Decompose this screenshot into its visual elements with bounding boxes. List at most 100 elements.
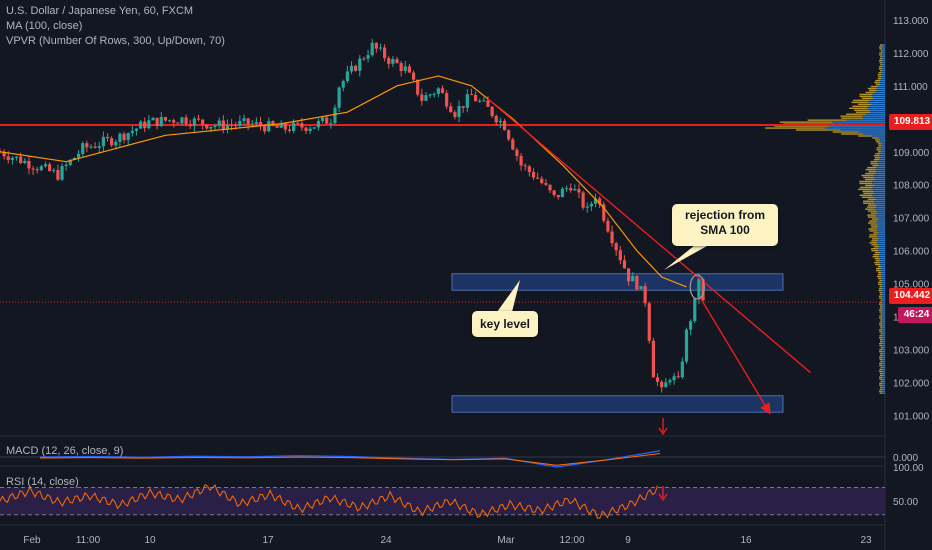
vp-row-down bbox=[878, 145, 882, 147]
candle-body bbox=[221, 120, 225, 130]
vp-row-down bbox=[867, 222, 877, 224]
vp-row-up bbox=[882, 311, 885, 313]
vp-row-down bbox=[880, 44, 883, 46]
vp-row-down bbox=[879, 315, 883, 317]
last-price-tag: 104.442 bbox=[889, 288, 932, 304]
vp-row-up bbox=[880, 269, 885, 272]
vp-row-up bbox=[881, 265, 885, 268]
vp-row-up bbox=[863, 133, 885, 135]
price-tick-label: 101.000 bbox=[893, 412, 930, 423]
rsi-legend[interactable]: RSI (14, close) bbox=[6, 476, 79, 488]
vp-row-down bbox=[861, 174, 874, 177]
vp-row-up bbox=[882, 376, 885, 379]
vp-row-down bbox=[879, 329, 883, 331]
vp-row-down bbox=[879, 356, 883, 359]
price-tick-label: 103.000 bbox=[893, 346, 930, 357]
vp-row-up bbox=[882, 372, 885, 375]
vp-row-up bbox=[881, 273, 885, 276]
vp-row-up bbox=[882, 54, 885, 56]
candle-body bbox=[93, 146, 97, 148]
vp-row-up bbox=[882, 58, 885, 60]
vp-row-down bbox=[874, 157, 880, 159]
vp-row-up bbox=[882, 287, 885, 289]
vp-row-down bbox=[863, 200, 875, 202]
vp-row-up bbox=[882, 297, 885, 299]
vp-row-up bbox=[882, 50, 885, 52]
vp-row-down bbox=[879, 48, 883, 50]
vp-row-down bbox=[879, 344, 883, 347]
candle-body bbox=[573, 189, 577, 191]
vpvr-legend[interactable]: VPVR (Number Of Rows, 300, Up/Down, 70) bbox=[6, 35, 225, 47]
vp-row-down bbox=[841, 117, 864, 119]
vp-row-up bbox=[879, 157, 885, 159]
vp-row-up bbox=[879, 261, 885, 264]
candle-body bbox=[602, 204, 606, 221]
vp-row-up bbox=[876, 89, 885, 92]
macd-signal-line bbox=[39, 453, 661, 466]
candle-body bbox=[655, 377, 660, 382]
vp-row-down bbox=[875, 139, 881, 141]
vp-row-up bbox=[882, 285, 885, 288]
candle-body bbox=[201, 119, 205, 125]
vp-row-up bbox=[880, 153, 885, 155]
vp-row-down bbox=[879, 301, 883, 303]
vp-row-down bbox=[879, 339, 883, 341]
vp-row-down bbox=[868, 236, 877, 238]
candle-body bbox=[39, 166, 43, 171]
vp-row-down bbox=[863, 192, 875, 195]
vp-row-up bbox=[877, 212, 885, 214]
vp-row-down bbox=[880, 366, 883, 369]
vp-row-up bbox=[875, 172, 885, 175]
vp-row-up bbox=[882, 279, 885, 282]
candle-body bbox=[225, 124, 230, 130]
macd-legend[interactable]: MACD (12, 26, close, 9) bbox=[6, 445, 124, 457]
vp-row-down bbox=[880, 327, 883, 329]
time-tick-label: Feb bbox=[23, 535, 41, 546]
candle-body bbox=[552, 190, 556, 195]
candle-body bbox=[424, 95, 428, 101]
vp-row-down bbox=[868, 89, 877, 92]
candle-body bbox=[320, 117, 325, 121]
ma-legend[interactable]: MA (100, close) bbox=[6, 20, 83, 32]
vp-row-up bbox=[882, 317, 885, 319]
vp-row-down bbox=[867, 87, 877, 90]
callout-key-pointer bbox=[497, 280, 520, 312]
vp-row-up bbox=[879, 253, 885, 256]
candle-body bbox=[399, 63, 403, 72]
vp-row-down bbox=[880, 56, 883, 58]
vp-row-down bbox=[879, 348, 883, 351]
vp-row-down bbox=[880, 380, 883, 382]
vp-row-up bbox=[879, 232, 885, 234]
vp-row-up bbox=[881, 77, 885, 80]
symbol-legend[interactable]: U.S. Dollar / Japanese Yen, 60, FXCM bbox=[6, 5, 194, 17]
vp-row-down bbox=[861, 196, 874, 199]
vp-row-up bbox=[881, 73, 885, 76]
price-tick-label: 106.000 bbox=[893, 247, 930, 258]
candle-body bbox=[60, 166, 64, 180]
vp-row-down bbox=[879, 311, 883, 313]
candle-body bbox=[184, 117, 188, 125]
candle-body bbox=[292, 122, 296, 131]
vp-row-up bbox=[872, 182, 885, 185]
vp-row-up bbox=[873, 97, 885, 100]
vp-row-up bbox=[878, 164, 885, 167]
vp-row-up bbox=[881, 289, 885, 291]
vp-row-up bbox=[832, 121, 885, 123]
vp-row-up bbox=[877, 242, 885, 244]
vp-row-up bbox=[880, 263, 885, 266]
candle-body bbox=[52, 170, 56, 172]
candle-body bbox=[465, 94, 469, 108]
vp-row-down bbox=[879, 342, 883, 345]
candle-body bbox=[81, 143, 85, 154]
price-tick-label: 107.000 bbox=[893, 214, 930, 225]
candle-body bbox=[300, 123, 304, 128]
vp-row-up bbox=[882, 382, 885, 384]
candle-body bbox=[267, 121, 271, 132]
candle-body bbox=[155, 117, 159, 127]
vp-row-down bbox=[877, 73, 882, 76]
vp-row-down bbox=[879, 58, 883, 60]
vp-row-down bbox=[859, 95, 873, 98]
vp-row-down bbox=[865, 168, 876, 171]
candle-body bbox=[614, 243, 618, 251]
